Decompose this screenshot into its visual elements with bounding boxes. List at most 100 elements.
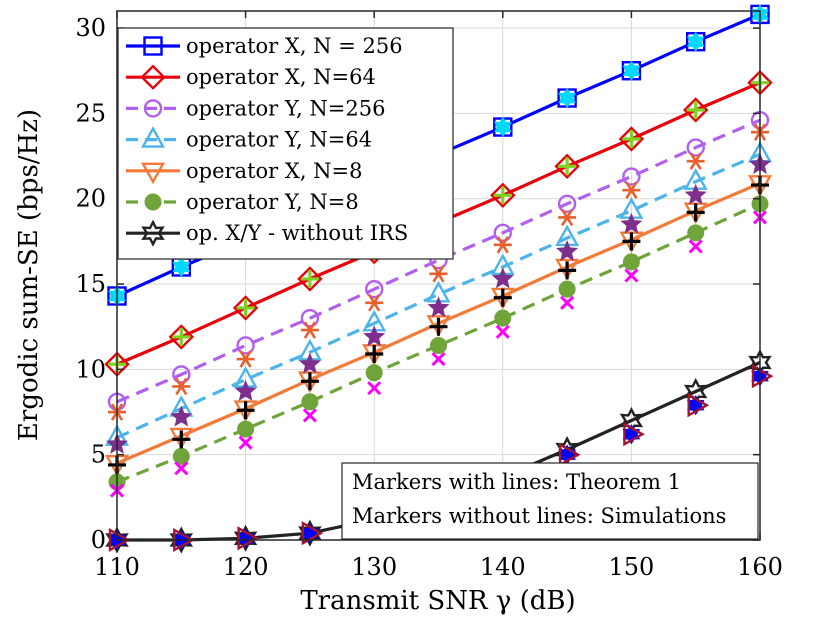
theory-point: [237, 420, 255, 438]
simulation-point: [300, 321, 319, 339]
theory-point: [297, 266, 323, 292]
theory-point: [687, 224, 705, 242]
legend-label: operator X, N=8: [186, 159, 363, 183]
simulation-point: [686, 100, 705, 119]
theory-point: [494, 309, 512, 327]
simulation-point: [365, 294, 384, 312]
legend-marker: [143, 99, 163, 118]
simulation-point: [236, 298, 255, 317]
theory-point: [683, 97, 709, 123]
legend-marker: [144, 193, 162, 211]
y-tick-label: 30: [75, 14, 106, 42]
legend-item: operator X, N=8: [126, 159, 363, 185]
x-tick-label: 120: [223, 553, 269, 581]
annotation-frame: [341, 462, 759, 540]
legend: operator X, N = 256 operator X, N=64 opera…: [117, 27, 454, 260]
simulation-point: [558, 442, 581, 467]
simulation-point: [170, 405, 193, 427]
legend-marker: [143, 36, 163, 56]
series-line: [116, 118, 761, 404]
legend-label: operator Y, N=64: [186, 128, 372, 152]
simulation-point: [623, 422, 645, 447]
theory-point: [430, 336, 447, 354]
simulation-point: [624, 268, 639, 283]
y-tick-label: 5: [91, 441, 106, 469]
theory-point: [105, 526, 129, 554]
series-line: [116, 152, 761, 440]
theory-point: [558, 280, 576, 298]
simulation-point: [686, 152, 705, 170]
simulation-point: [301, 521, 324, 546]
legend-box: [117, 27, 454, 260]
simulation-point: [558, 208, 577, 227]
theory-point: [557, 194, 577, 214]
simulation-point: [493, 186, 512, 205]
x-tick-label: 160: [737, 553, 783, 581]
theory-point: [365, 364, 383, 382]
theory-point: [168, 324, 194, 350]
simulation-point: [429, 317, 448, 336]
simulation-point: [494, 116, 512, 138]
simulation-point: [558, 261, 577, 280]
simulation-point: [172, 377, 191, 396]
simulation-point: [622, 60, 641, 81]
simulation-point: [622, 181, 641, 199]
legend-marker: [141, 219, 165, 247]
legend-label: operator Y, N=8: [186, 190, 359, 214]
series-line: [116, 202, 761, 484]
simulation-point: [174, 461, 189, 476]
y-tick-label: 10: [75, 355, 106, 383]
theory-point: [365, 279, 384, 299]
simulation-point: [367, 381, 382, 396]
theory-point: [622, 167, 641, 186]
y-tick-label: 25: [75, 99, 106, 127]
simulation-point: [429, 265, 448, 283]
simulation-point: [688, 239, 703, 254]
simulation-point: [687, 393, 710, 418]
legend-item: operator Y, N=8: [126, 190, 359, 214]
simulation-point: [363, 325, 386, 347]
simulation-point: [431, 352, 446, 367]
x-tick-label: 150: [608, 553, 654, 581]
simulation-point: [365, 344, 384, 363]
simulation-point: [172, 327, 191, 346]
simulation-point: [234, 379, 257, 401]
theory-point: [301, 393, 319, 411]
theory-point: [490, 182, 516, 208]
simulation-point: [300, 372, 319, 391]
legend-label: operator X, N = 256: [186, 34, 403, 58]
legend-marker: [140, 162, 166, 185]
x-tick-label: 140: [480, 553, 526, 581]
simulation-point: [298, 352, 321, 374]
simulation-point: [493, 288, 512, 307]
theory-point: [236, 336, 255, 355]
legend-item: operator Y, N=64: [126, 126, 372, 152]
legend-item: op. X/Y - without IRS: [126, 219, 408, 247]
simulation-point: [558, 87, 576, 109]
legend-marker: [140, 64, 166, 90]
simulation-point: [684, 183, 707, 205]
simulation-point: [556, 240, 579, 261]
x-tick-label: 130: [351, 553, 397, 581]
simulation-point: [493, 236, 512, 254]
theory-point: [686, 138, 705, 157]
simulation-point: [236, 350, 255, 368]
theory-point: [233, 524, 258, 552]
theory-point: [298, 519, 322, 547]
simulation-point: [302, 408, 317, 423]
simulation-point: [622, 129, 641, 148]
y-tick-label: 0: [91, 526, 106, 554]
annotation-box: Markers with lines: Theorem 1 Markers wi…: [341, 462, 759, 540]
plot-frame: [116, 10, 761, 541]
legend-label: operator X, N=64: [186, 65, 376, 89]
simulation-point: [495, 324, 510, 339]
theory-point: [622, 253, 640, 271]
legend-marker: [140, 126, 166, 148]
simulation-point: [238, 435, 253, 450]
legend-item: operator Y, N=256: [126, 96, 385, 120]
legend-item: operator X, N = 256: [126, 34, 403, 58]
theory-point: [169, 526, 194, 554]
simulation-point: [622, 232, 641, 251]
simulation-point: [108, 527, 131, 553]
